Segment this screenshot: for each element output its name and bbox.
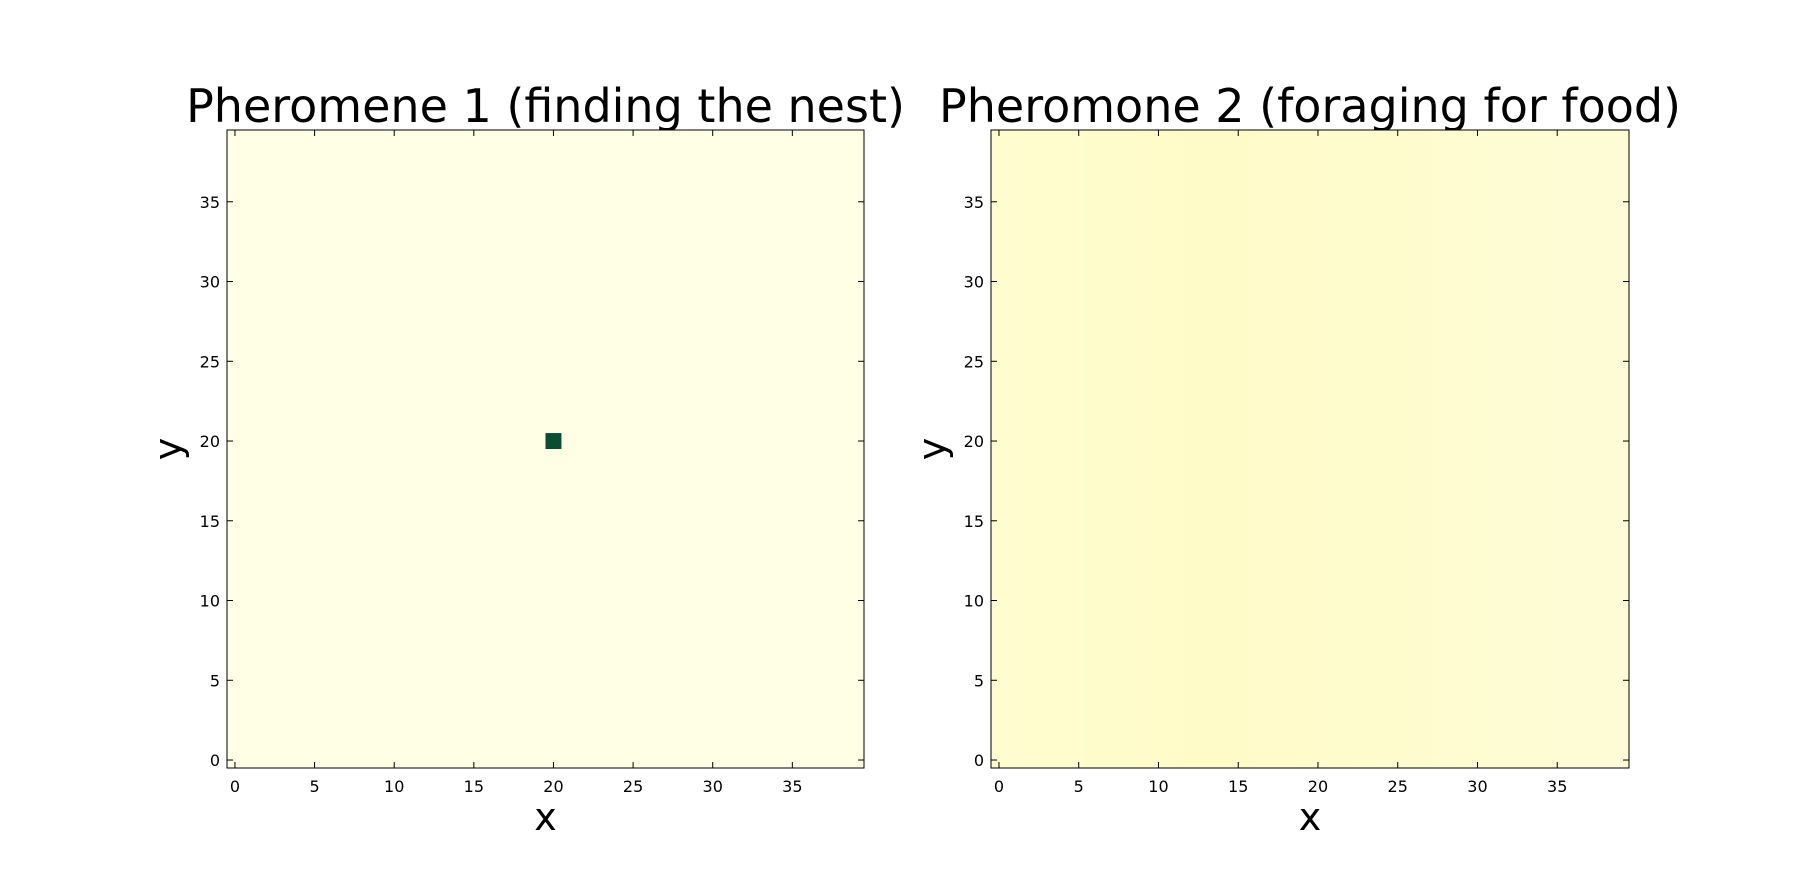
x-tick-label: 25 (1388, 777, 1408, 796)
x-tick-label: 20 (543, 777, 563, 796)
x-tick-label: 5 (309, 777, 319, 796)
heatmap-panel-pheromone-2: Pheromone 2 (foraging for food) 0 5 10 15 20… (910, 79, 1681, 839)
y-tick-label: 15 (200, 512, 220, 531)
plot-area (226, 129, 865, 769)
y-tick-label: 30 (200, 273, 220, 292)
plot-frame (990, 129, 1630, 769)
y-tick-label: 0 (210, 751, 220, 770)
heatmap-cell-hotspot (545, 433, 562, 449)
x-tick-label: 10 (1148, 777, 1168, 796)
y-tick-label: 35 (964, 193, 984, 212)
x-tick-label: 20 (1308, 777, 1328, 796)
y-tick-label: 10 (200, 592, 220, 611)
x-tick-label: 5 (1074, 777, 1084, 796)
axis-ticks: 0 5 10 15 20 25 30 35 0 5 10 15 20 25 30 35 (200, 130, 864, 796)
x-tick-label: 0 (994, 777, 1004, 796)
y-tick-label: 0 (974, 751, 984, 770)
x-tick-label: 30 (703, 777, 723, 796)
axis-ticks: 0 5 10 15 20 25 30 35 0 5 10 15 20 25 30 35 (964, 130, 1629, 796)
heatmap-panel-pheromone-1: Pheromene 1 (finding the nest) 0 5 10 15 20 2… (146, 79, 905, 839)
y-tick-label: 5 (974, 671, 984, 690)
x-tick-label: 15 (1228, 777, 1248, 796)
y-axis-label: y (146, 438, 190, 461)
y-tick-label: 10 (964, 592, 984, 611)
x-tick-label: 0 (230, 777, 240, 796)
x-tick-label: 15 (464, 777, 484, 796)
x-axis-label: x (1299, 795, 1322, 839)
x-tick-label: 30 (1467, 777, 1487, 796)
y-tick-label: 35 (200, 193, 220, 212)
x-axis-label: x (534, 795, 557, 839)
y-tick-label: 30 (964, 273, 984, 292)
chart-title: Pheromone 2 (foraging for food) (939, 79, 1681, 133)
chart-title: Pheromene 1 (finding the nest) (186, 79, 905, 133)
plot-frame (226, 129, 865, 769)
y-tick-label: 5 (210, 671, 220, 690)
y-axis-label: y (910, 438, 954, 461)
heatmap-field (991, 130, 1629, 768)
y-tick-label: 20 (964, 432, 984, 451)
y-tick-label: 20 (200, 432, 220, 451)
x-tick-label: 35 (782, 777, 802, 796)
y-tick-label: 25 (200, 352, 220, 371)
x-tick-label: 35 (1547, 777, 1567, 796)
x-tick-label: 25 (623, 777, 643, 796)
x-tick-label: 10 (384, 777, 404, 796)
plot-area (990, 129, 1630, 769)
y-tick-label: 25 (964, 352, 984, 371)
y-tick-label: 15 (964, 512, 984, 531)
